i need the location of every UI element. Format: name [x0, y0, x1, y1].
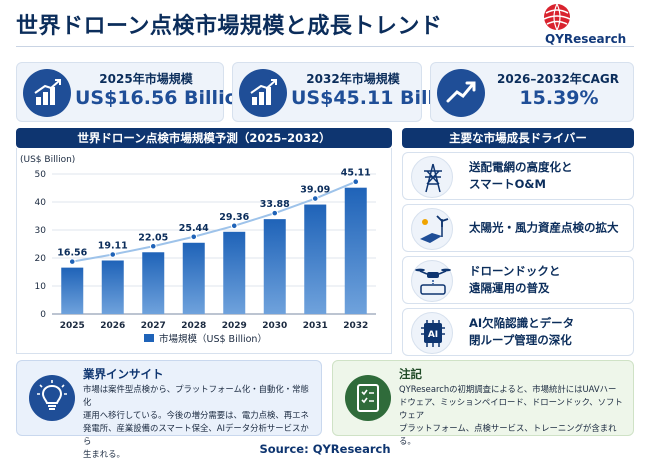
driver-text: 太陽光・風力資産点検の拡大 [469, 220, 629, 237]
data-label: 25.44 [179, 223, 209, 234]
data-label: 16.56 [57, 248, 87, 259]
bar [101, 260, 124, 314]
note-body: QYResearchの初期調査によると、市場統計にはUAVハー ドウェア、ミッシ… [399, 383, 627, 448]
chart-heading: 世界ドローン点検市場規模予測（2025–2032） [16, 128, 392, 148]
trend-point [149, 242, 157, 250]
driver-line: 送配電網の高度化と [469, 160, 573, 174]
insight-line: 市場は案件型点検から、プラットフォーム化・自動化・常態化 [83, 384, 309, 407]
bar [61, 267, 84, 314]
x-tick-label: 2028 [181, 321, 206, 331]
note-checklist-icon [345, 375, 391, 421]
driver-item: 太陽光・風力資産点検の拡大 [402, 204, 634, 252]
insight-line: 発電所、産業設備のスマート保全、AIデータ分析サービスから [83, 423, 309, 446]
x-tick-label: 2031 [303, 321, 328, 331]
bar [344, 187, 367, 314]
insight-line: 運用へ移行している。今後の増分需要は、電力点検、再エネ [83, 410, 309, 420]
driver-line: 閉ループ管理の深化 [469, 333, 572, 347]
note-line: ドウェア、ミッションペイロード、ドローンドック、ソフトウェア [399, 397, 623, 420]
note-line: QYResearchの初期調査によると、市場統計にはUAVハー [399, 384, 617, 394]
kpi-card-2025: 2025年市場規模 US$16.56 Billion [16, 62, 252, 122]
y-axis-unit-label: (US$ Billion) [20, 155, 75, 165]
source-note: Source: QYResearch [259, 442, 391, 456]
bar-chart-growth-icon [23, 69, 71, 117]
trend-point [352, 178, 360, 185]
trend-point [68, 258, 76, 265]
legend-label: 市場規模（US$ Billion） [159, 333, 267, 345]
y-tick-label: 20 [35, 254, 47, 264]
data-label: 39.09 [300, 185, 330, 196]
solar-wind-icon [411, 208, 453, 250]
trend-line [72, 180, 357, 263]
driver-item: AI AI欠陥認識とデータ 閉ループ管理の深化 [402, 308, 634, 356]
driver-line: スマートO&M [469, 177, 546, 191]
driver-line: 遠隔運用の普及 [469, 281, 550, 295]
y-tick-label: 40 [35, 198, 47, 208]
chart-panel [16, 148, 392, 354]
trend-point [230, 222, 238, 230]
data-label: 45.11 [341, 168, 371, 179]
svg-text:AI: AI [428, 330, 438, 340]
driver-line: 太陽光・風力資産点検の拡大 [469, 220, 619, 235]
kpi-value: 15.39% [519, 87, 599, 109]
driver-line: AI欠陥認識とデータ [469, 316, 575, 330]
trend-point [109, 251, 117, 258]
logo-text: QYResearch [545, 32, 627, 46]
data-label: 29.36 [219, 212, 249, 223]
driver-line: ドローンドックと [469, 264, 561, 278]
ai-chip-icon: AI [411, 312, 453, 354]
insight-body: 市場は案件型点検から、プラットフォーム化・自動化・常態化 運用へ移行している。今… [83, 383, 315, 461]
driver-item: 送配電網の高度化と スマートO&M [402, 152, 634, 200]
y-tick-label: 30 [35, 226, 47, 236]
driver-text: 送配電網の高度化と スマートO&M [469, 159, 629, 193]
lightbulb-icon [29, 375, 75, 421]
insight-heading: 業界インサイト [83, 367, 164, 381]
data-label: 33.88 [260, 199, 290, 210]
note-line: プラットフォーム、点検サービス、トレーニングが含まれる。 [399, 423, 617, 446]
transmission-tower-icon [411, 156, 453, 198]
bar-chart-growth-icon [239, 69, 287, 117]
legend-swatch [144, 334, 154, 342]
bar [223, 231, 246, 314]
x-tick-label: 2025 [60, 321, 85, 331]
bar [304, 204, 327, 314]
y-tick-label: 50 [35, 170, 47, 180]
x-tick-label: 2032 [343, 321, 368, 331]
drivers-heading: 主要な市場成長ドライバー [402, 128, 634, 148]
industry-insight-box: 業界インサイト 市場は案件型点検から、プラットフォーム化・自動化・常態化 運用へ… [16, 360, 322, 459]
bar [142, 252, 165, 314]
data-label: 22.05 [138, 232, 168, 243]
drone-dock-icon [411, 260, 453, 302]
kpi-label: 2025年市場規模 [99, 72, 193, 86]
kpi-value: US$16.56 Billion [75, 87, 252, 109]
y-tick-label: 0 [40, 310, 46, 320]
x-tick-label: 2029 [222, 321, 247, 331]
globe-logo-icon [543, 3, 571, 31]
bar [182, 242, 205, 314]
insight-line: 生まれる。 [83, 449, 125, 459]
driver-text: AI欠陥認識とデータ 閉ループ管理の深化 [469, 315, 629, 349]
trend-point [271, 209, 279, 217]
kpi-card-2032: 2032年市場規模 US$45.11 Billion [232, 62, 468, 122]
kpi-card-cagr: 2026–2032年CAGR 15.39% [430, 62, 634, 122]
driver-item: ドローンドックと 遠隔運用の普及 [402, 256, 634, 304]
qyresearch-logo: QYResearch [530, 2, 642, 46]
driver-text: ドローンドックと 遠隔運用の普及 [469, 263, 629, 297]
x-tick-label: 2027 [141, 321, 166, 331]
note-box: 注記 QYResearchの初期調査によると、市場統計にはUAVハー ドウェア、… [332, 360, 634, 446]
x-tick-label: 2026 [100, 321, 125, 331]
title-divider [16, 46, 634, 47]
kpi-value: US$45.11 Billion [291, 87, 468, 109]
trend-up-icon [437, 69, 485, 117]
kpi-label: 2032年市場規模 [306, 72, 400, 86]
note-heading: 注記 [399, 367, 422, 381]
x-tick-label: 2030 [262, 321, 287, 331]
bar [263, 219, 286, 314]
kpi-label: 2026–2032年CAGR [497, 72, 619, 86]
y-tick-label: 10 [35, 282, 47, 292]
trend-point [190, 233, 198, 241]
trend-point [311, 195, 319, 202]
data-label: 19.11 [98, 240, 128, 251]
page-title: 世界ドローン点検市場規模と成長トレンド [16, 14, 443, 39]
